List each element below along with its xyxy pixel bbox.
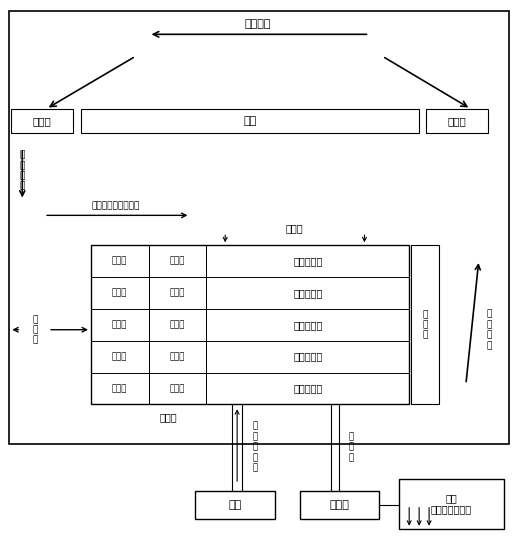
Text: 沉淀池: 沉淀池 <box>330 500 349 510</box>
Text: 集聚养鱼池: 集聚养鱼池 <box>293 256 322 266</box>
Text: 投饲机: 投饲机 <box>170 384 185 393</box>
Text: 推水机: 推水机 <box>112 256 128 265</box>
Text: 空
气
管: 空 气 管 <box>33 315 38 344</box>
Text: 推水机: 推水机 <box>112 320 128 329</box>
Bar <box>81 109 419 133</box>
Bar <box>411 245 439 404</box>
Text: 集聚养鱼池: 集聚养鱼池 <box>293 384 322 394</box>
Text: 水
流
方
向: 水 流 方 向 <box>20 151 25 191</box>
Text: 水
流
方
向: 水 流 方 向 <box>486 310 491 350</box>
Text: 推水机: 推水机 <box>112 352 128 361</box>
Text: 栏鱼网: 栏鱼网 <box>286 223 304 234</box>
Text: 空气管: 空气管 <box>160 412 177 422</box>
Text: 推水机: 推水机 <box>112 384 128 393</box>
Bar <box>300 491 379 519</box>
Bar <box>91 245 409 404</box>
Text: 地
下
空
气
管: 地 下 空 气 管 <box>253 422 258 473</box>
Text: 投饲机: 投饲机 <box>170 320 185 329</box>
Text: 排
污
管: 排 污 管 <box>349 432 353 462</box>
Bar <box>9 11 509 444</box>
Text: 投饲机: 投饲机 <box>170 256 185 265</box>
Text: 集聚养鱼池: 集聚养鱼池 <box>293 320 322 330</box>
Text: 美
污
池: 美 污 池 <box>422 310 428 340</box>
Text: 水流方向: 水流方向 <box>245 20 271 29</box>
Text: 集聚养鱼池: 集聚养鱼池 <box>293 352 322 362</box>
Text: 塘埂: 塘埂 <box>243 116 257 126</box>
Bar <box>426 109 488 133</box>
Text: 集聚养鱼池: 集聚养鱼池 <box>293 288 322 298</box>
Bar <box>399 479 503 529</box>
Text: 良田
（沉淀后灌溉）: 良田 （沉淀后灌溉） <box>431 493 472 515</box>
Bar <box>195 491 275 519</box>
Text: 推水机: 推水机 <box>33 116 51 126</box>
Text: 投饲机: 投饲机 <box>170 352 185 361</box>
Bar <box>11 109 73 133</box>
Text: 推水机产生水流方向: 推水机产生水流方向 <box>91 201 140 210</box>
Text: 泵房: 泵房 <box>228 500 242 510</box>
Text: 推水机: 推水机 <box>112 288 128 297</box>
Text: 投饲机: 投饲机 <box>170 288 185 297</box>
Text: 推水机: 推水机 <box>447 116 466 126</box>
